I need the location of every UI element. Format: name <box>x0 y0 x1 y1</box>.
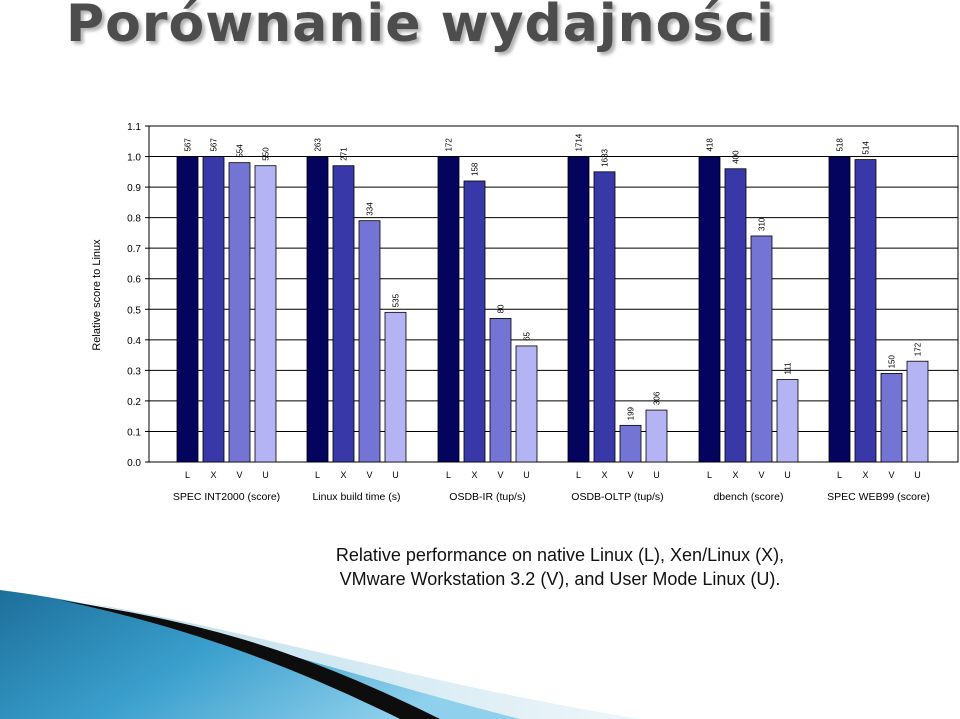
bar <box>202 156 225 463</box>
y-tick-label: 1.1 <box>127 122 141 133</box>
y-tick-label: 0.6 <box>127 275 141 286</box>
wave-dark-stripe <box>60 600 440 719</box>
decorative-wave <box>0 590 640 719</box>
y-tick-label: 0.4 <box>127 336 141 347</box>
bar <box>176 156 199 463</box>
x-category-label: OSDB-OLTP (tup/s) <box>571 491 663 503</box>
bar <box>593 171 616 463</box>
bar-value-label: 306 <box>653 391 662 405</box>
bar-value-label: 535 <box>392 293 401 307</box>
bar <box>854 159 877 463</box>
plot-area <box>148 125 959 463</box>
bar-value-label: 199 <box>627 406 636 420</box>
series-letter-label: X <box>340 470 346 480</box>
bar-value-label: 80 <box>497 304 506 313</box>
y-tick-label: 1.0 <box>127 153 141 164</box>
series-letter-label: L <box>185 470 190 480</box>
y-axis-label: Relative score to Linux <box>91 239 103 351</box>
bar-value-label: 310 <box>758 217 767 231</box>
bar-value-label: 158 <box>471 162 480 176</box>
x-category-label: Linux build time (s) <box>312 491 400 503</box>
series-letter-label: X <box>471 470 477 480</box>
bar-value-label: 554 <box>236 144 245 158</box>
series-letter-label: U <box>392 470 399 480</box>
series-letter-label: V <box>366 470 372 480</box>
bar <box>437 156 460 463</box>
bar <box>332 165 355 463</box>
bar-value-label: 400 <box>732 150 741 164</box>
bar <box>776 379 799 463</box>
series-letter-label: L <box>837 470 842 480</box>
bar <box>828 156 851 463</box>
series-letter-label: X <box>732 470 738 480</box>
series-letter-label: X <box>601 470 607 480</box>
series-letter-label: V <box>627 470 633 480</box>
y-tick-label: 0.5 <box>127 305 141 316</box>
series-letter-label: L <box>707 470 712 480</box>
y-tick-label: 0.2 <box>127 397 141 408</box>
bar <box>463 180 486 463</box>
bar-value-label: 550 <box>262 147 271 161</box>
y-tick-label: 0.1 <box>127 427 141 438</box>
bar-value-label: 567 <box>184 138 193 152</box>
caption-line-1: Relative performance on native Linux (L)… <box>335 545 785 565</box>
bar <box>880 373 903 463</box>
series-letter-label: U <box>784 470 791 480</box>
bar <box>306 156 329 463</box>
bar-value-label: 418 <box>706 138 715 152</box>
series-letter-label: V <box>758 470 764 480</box>
bar <box>489 318 512 463</box>
bar-value-label: 567 <box>210 138 219 152</box>
x-category-label: OSDB-IR (tup/s) <box>449 491 525 503</box>
bar <box>228 162 251 463</box>
bar-value-label: 1633 <box>601 148 610 166</box>
y-tick-label: 0.0 <box>127 458 141 469</box>
bar <box>645 409 668 463</box>
bar-value-label: 334 <box>366 202 375 216</box>
y-tick-label: 0.7 <box>127 244 141 255</box>
y-tick-label: 0.3 <box>127 366 141 377</box>
chart-caption: Relative performance on native Linux (L)… <box>300 543 820 591</box>
series-letter-label: U <box>523 470 530 480</box>
series-letter-label: X <box>862 470 868 480</box>
bar <box>906 360 929 463</box>
series-letter-label: V <box>888 470 894 480</box>
bar-value-label: 271 <box>340 147 349 161</box>
bar-value-label: 263 <box>314 138 323 152</box>
bar-value-label: 172 <box>445 138 454 152</box>
bar <box>567 156 590 463</box>
series-letter-label: L <box>446 470 451 480</box>
bar-value-label: 150 <box>888 355 897 369</box>
slide-title: Porównanie wydajności <box>66 0 775 54</box>
bar-value-label: 514 <box>862 141 871 155</box>
bar <box>384 311 407 463</box>
series-letter-label: X <box>210 470 216 480</box>
series-letter-label: U <box>262 470 269 480</box>
bar-value-label: 111 <box>784 362 793 375</box>
x-category-label: SPEC INT2000 (score) <box>173 491 280 503</box>
bar-value-label: 65 <box>523 331 532 340</box>
bar <box>254 165 277 463</box>
x-category-label: dbench (score) <box>713 491 783 503</box>
series-letter-label: V <box>236 470 242 480</box>
series-letter-label: U <box>914 470 921 480</box>
series-letter-label: L <box>315 470 320 480</box>
series-letter-label: V <box>497 470 503 480</box>
bar <box>724 168 747 463</box>
bar-value-label: 1714 <box>575 133 584 151</box>
bar <box>358 220 381 463</box>
y-tick-label: 0.9 <box>127 183 141 194</box>
bar-value-label: 518 <box>836 138 845 152</box>
series-letter-label: L <box>576 470 581 480</box>
bar <box>698 156 721 463</box>
bar-chart: 0.0 0.1 0.2 0.3 0.4 0.5 0.6 0.7 0.8 0.9 1.0 1.1 Rela… <box>91 122 959 503</box>
x-category-label: SPEC WEB99 (score) <box>827 491 930 503</box>
y-tick-label: 0.8 <box>127 214 141 225</box>
caption-line-2: VMware Workstation 3.2 (V), and User Mod… <box>339 569 781 589</box>
bar <box>515 345 538 463</box>
bar <box>750 235 773 463</box>
series-letter-label: U <box>653 470 660 480</box>
bar-value-label: 172 <box>914 342 923 356</box>
bar <box>619 424 642 463</box>
